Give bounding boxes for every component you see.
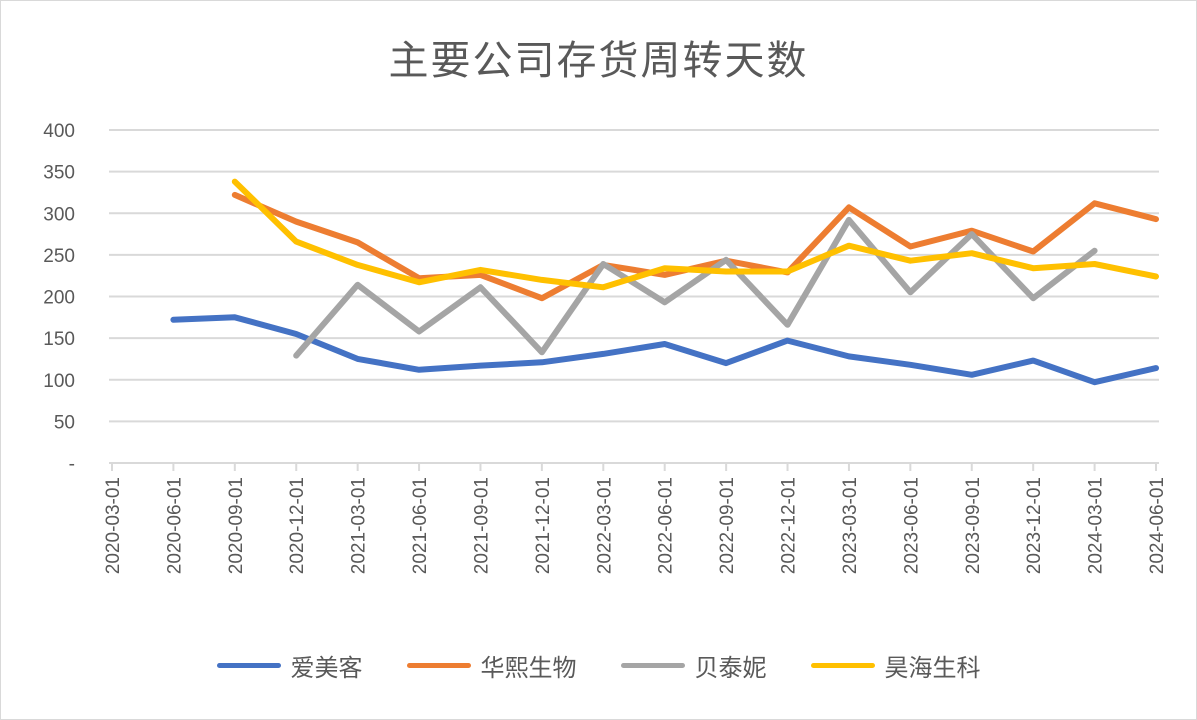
series-line	[293, 216, 1098, 359]
legend-swatch	[216, 663, 281, 668]
x-tick-label: 2020-03-01	[103, 477, 124, 574]
y-tick-label: 300	[43, 204, 75, 225]
legend-item: 华熙生物	[406, 648, 577, 683]
x-tick-label: 2021-03-01	[349, 477, 370, 574]
y-tick-label: 250	[43, 246, 75, 267]
series-line	[170, 314, 1159, 386]
legend-swatch	[620, 663, 685, 668]
x-tick-label: 2021-12-01	[533, 477, 554, 574]
legend-label: 爱美客	[290, 654, 363, 682]
series-lines	[170, 178, 1159, 386]
x-tick-label: 2022-09-01	[717, 477, 738, 574]
y-axis-tick-labels: - 50 100 150 200 250 300 350 400	[43, 121, 75, 475]
legend-swatch	[810, 663, 875, 668]
x-tick-label: 2023-03-01	[840, 477, 861, 574]
x-tick-label: 2021-06-01	[410, 477, 431, 574]
x-tick-label: 2023-12-01	[1024, 477, 1045, 574]
series-line	[231, 178, 1159, 291]
x-tick-label: 2020-12-01	[287, 477, 308, 574]
x-tick-label: 2022-12-01	[779, 477, 800, 574]
legend-label: 昊海生科	[884, 654, 981, 682]
x-tick-label: 2024-06-01	[1147, 477, 1168, 574]
chart-title: 主要公司存货周转天数	[388, 38, 809, 84]
x-tick-label: 2023-06-01	[901, 477, 922, 574]
y-tick-label: 50	[54, 412, 75, 433]
legend-label: 贝泰妮	[694, 654, 767, 682]
x-tick-label: 2022-06-01	[656, 477, 677, 574]
x-axis: 2020-03-01 2020-06-01 2020-09-01 2020-12-01…	[103, 462, 1168, 574]
x-tick-label: 2020-06-01	[164, 477, 185, 574]
legend: 爱美客 华熙生物 贝泰妮 昊海生科	[0, 648, 1197, 683]
y-tick-label: -	[69, 454, 75, 475]
legend-item: 昊海生科	[810, 648, 981, 683]
x-tick-label: 2023-09-01	[963, 477, 984, 574]
y-tick-label: 200	[43, 288, 75, 309]
legend-swatch	[406, 663, 471, 668]
legend-item: 爱美客	[216, 648, 363, 683]
legend-item: 贝泰妮	[620, 648, 767, 683]
x-tick-label: 2021-09-01	[471, 477, 492, 574]
y-tick-label: 400	[43, 121, 75, 142]
x-tick-label: 2020-09-01	[226, 477, 247, 574]
x-tick-label: 2022-03-01	[594, 477, 615, 574]
legend-label: 华熙生物	[480, 654, 577, 682]
y-tick-label: 150	[43, 329, 75, 350]
y-tick-label: 100	[43, 371, 75, 392]
x-tick-label: 2024-03-01	[1086, 477, 1107, 574]
y-tick-label: 350	[43, 163, 75, 184]
